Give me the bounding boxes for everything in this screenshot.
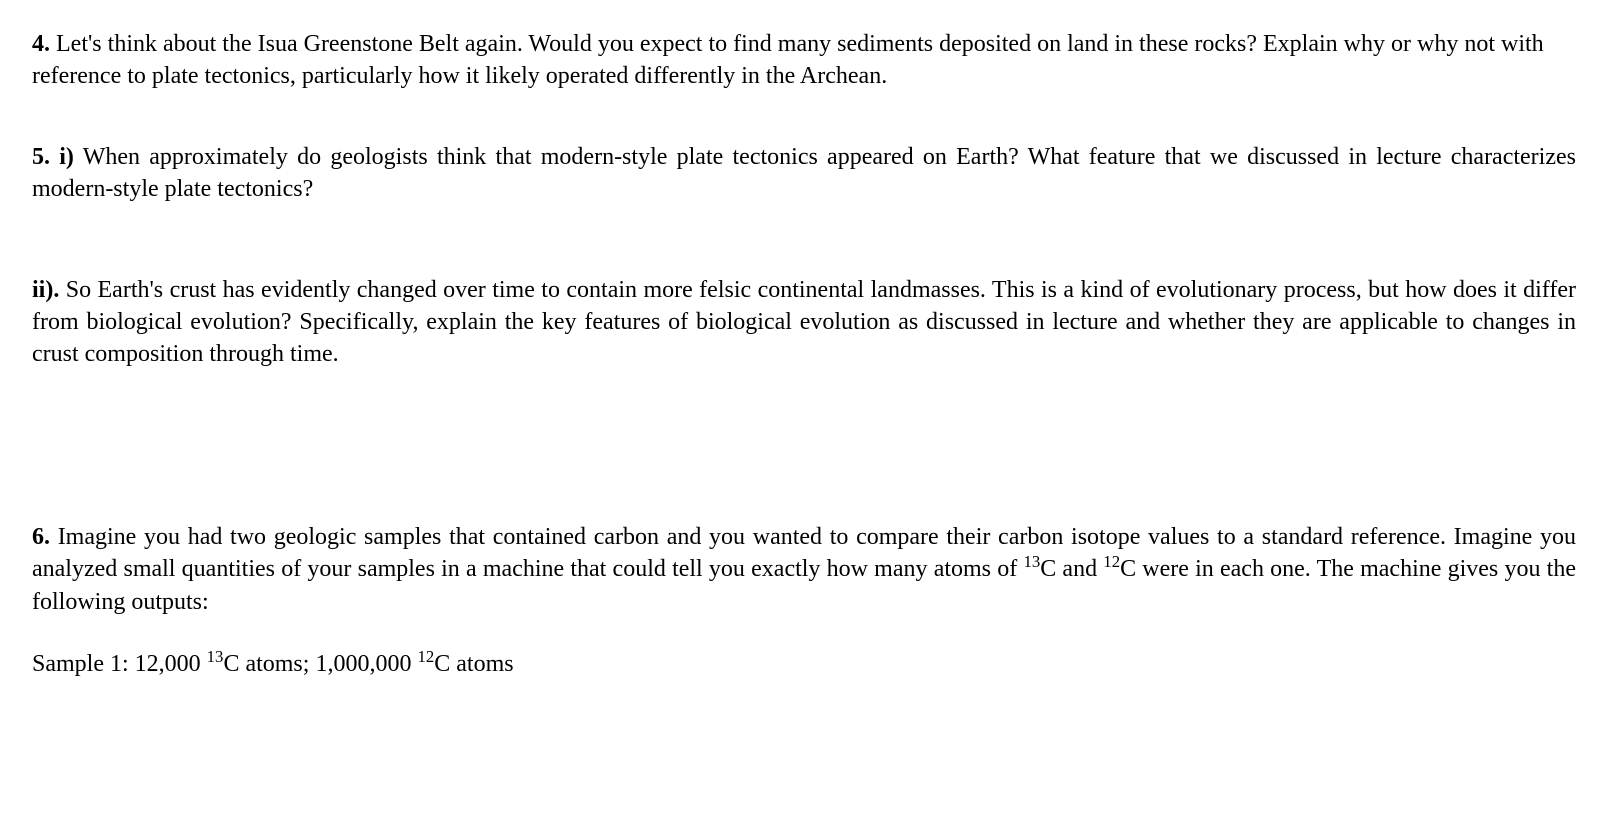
sample1-end: C atoms bbox=[434, 651, 513, 677]
isotope-sup-12: 12 bbox=[1103, 552, 1120, 571]
question-6-number: 6. bbox=[32, 524, 50, 550]
sample1-mid: C atoms; 1,000,000 bbox=[223, 651, 417, 677]
isotope-sup-13: 13 bbox=[1023, 552, 1040, 571]
question-5i-number: 5. i) bbox=[32, 144, 74, 170]
question-6-c1: C and bbox=[1040, 556, 1103, 582]
question-6-intro: 6. Imagine you had two geologic samples … bbox=[32, 521, 1576, 618]
question-4: 4. Let's think about the Isua Greenstone… bbox=[32, 28, 1576, 93]
question-5ii: ii). So Earth's crust has evidently chan… bbox=[32, 274, 1576, 371]
question-5ii-number: ii). bbox=[32, 277, 59, 303]
question-4-number: 4. bbox=[32, 31, 50, 57]
question-5i-text: When approximately do geologists think t… bbox=[32, 144, 1576, 202]
question-5i: 5. i) When approximately do geologists t… bbox=[32, 141, 1576, 206]
sample1-sup-13: 13 bbox=[207, 647, 224, 666]
sample1-label: Sample 1: 12,000 bbox=[32, 651, 207, 677]
question-4-text: Let's think about the Isua Greenstone Be… bbox=[32, 31, 1544, 89]
sample1-sup-12: 12 bbox=[417, 647, 434, 666]
question-6-sample1: Sample 1: 12,000 13C atoms; 1,000,000 12… bbox=[32, 648, 1576, 680]
question-5ii-text: So Earth's crust has evidently changed o… bbox=[32, 277, 1576, 368]
